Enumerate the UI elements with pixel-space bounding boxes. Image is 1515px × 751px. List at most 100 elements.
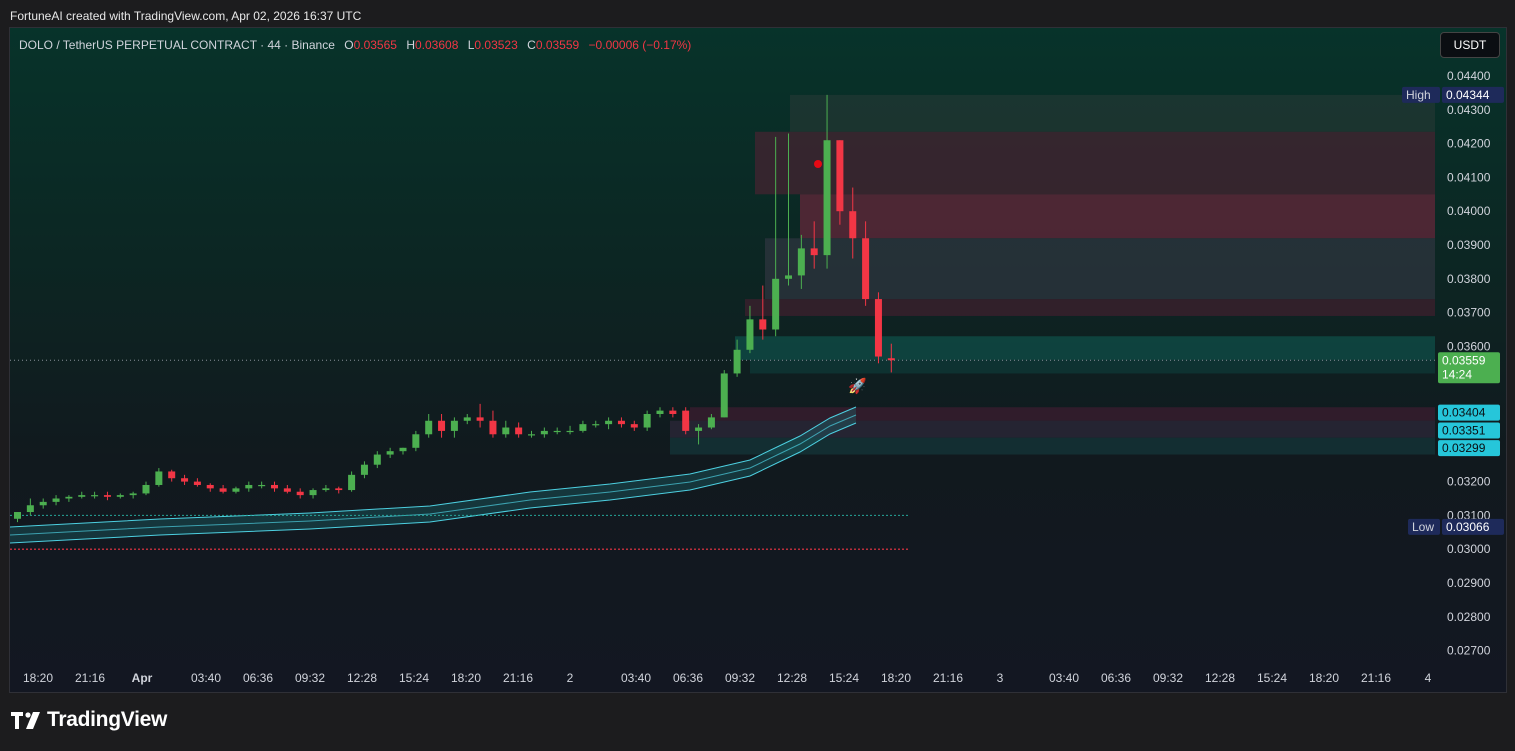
symbol-title[interactable]: DOLO / TetherUS PERPETUAL CONTRACT · 44 …	[19, 38, 335, 52]
candle-body	[823, 140, 831, 256]
level-price-tag: 0.03351	[1442, 424, 1486, 438]
candle-body	[181, 478, 189, 482]
candle-body	[502, 427, 510, 435]
y-axis-tick: 0.03800	[1447, 272, 1491, 286]
level-price-tag: 0.03299	[1442, 441, 1486, 455]
candle-body	[206, 484, 214, 489]
candle-body	[335, 488, 343, 491]
tradingview-logo[interactable]: TradingView	[11, 708, 167, 732]
ma-band-middle	[10, 414, 857, 536]
x-axis-tick: 03:40	[1049, 671, 1079, 685]
candle-body	[271, 484, 278, 489]
candle-body	[103, 495, 111, 497]
y-axis-tick: 0.04400	[1447, 69, 1491, 83]
high-tag: High	[1406, 88, 1431, 102]
candle-body	[155, 471, 163, 485]
candle-body	[348, 474, 356, 491]
candle-body	[142, 484, 150, 494]
logo-text: TradingView	[47, 708, 168, 731]
level-price-tag-bg	[1438, 404, 1500, 421]
candle-body	[772, 278, 780, 330]
last-price-bg	[1438, 352, 1500, 384]
chart-frame[interactable]: 🚀 0.04400 0.04300 0.04200 0.04100 0.04000 0.03…	[9, 27, 1507, 693]
y-axis-tick: 0.02700	[1447, 644, 1491, 658]
x-axis-tick: 18:20	[451, 671, 481, 685]
tradingview-logo-icon	[11, 711, 40, 729]
x-axis-tick: 03:40	[621, 671, 651, 685]
x-axis-tick: 12:28	[777, 671, 807, 685]
candle-body	[476, 417, 484, 421]
candle-body	[322, 488, 330, 491]
open-value: 0.03565	[353, 38, 397, 52]
candle-body	[643, 414, 651, 428]
countdown-tag: 14:24	[1442, 367, 1472, 381]
candle-body	[746, 319, 754, 350]
candle-body	[412, 434, 420, 448]
buy-rocket-icon: 🚀	[848, 377, 867, 395]
candle-body	[373, 454, 381, 465]
candle-body	[605, 420, 613, 425]
candle-body	[695, 427, 703, 431]
order-block-zone	[750, 359, 1435, 374]
candle-body	[617, 420, 625, 425]
x-axis-tick: 21:16	[75, 671, 105, 685]
low-price-tag-bg	[1442, 518, 1504, 535]
low-tag-bg	[1408, 518, 1440, 535]
close-label: C	[527, 38, 536, 52]
close-value: 0.03559	[535, 38, 580, 52]
price-chart[interactable]: 🚀 0.04400 0.04300 0.04200 0.04100 0.04000 0.03…	[10, 28, 1506, 692]
high-tag-bg	[1402, 86, 1440, 103]
candle-body	[733, 349, 741, 374]
x-axis-tick: 06:36	[243, 671, 273, 685]
x-axis-tick: 09:32	[295, 671, 325, 685]
order-block-zone	[690, 407, 1435, 421]
candle-body	[91, 495, 99, 497]
candle-body	[245, 484, 253, 489]
candle-body	[39, 501, 47, 506]
candle-body	[579, 424, 587, 431]
low-label: L	[467, 38, 475, 52]
y-axis-tick: 0.02900	[1447, 576, 1491, 590]
candle-body	[360, 464, 368, 475]
ma-band-lower	[10, 422, 857, 544]
open-label: O	[344, 38, 354, 52]
x-axis-tick: 15:24	[829, 671, 859, 685]
y-axis-tick: 0.03200	[1447, 475, 1491, 489]
candle-body	[258, 484, 266, 487]
x-axis-tick: 18:20	[1309, 671, 1339, 685]
high-price-tag: 0.04344	[1446, 88, 1490, 102]
x-axis-tick: 03:40	[191, 671, 221, 685]
high-label: H	[406, 38, 415, 52]
candle-body	[65, 496, 73, 499]
x-axis-tick: 09:32	[1153, 671, 1183, 685]
candle-body	[836, 140, 844, 212]
order-block-zone	[755, 131, 1435, 195]
ma-band-fill	[10, 407, 856, 543]
order-block-zone	[765, 238, 1435, 300]
candle-body	[129, 493, 137, 496]
order-block-zone	[670, 420, 1435, 438]
order-block-zone	[800, 194, 1435, 239]
x-axis-tick: 15:24	[399, 671, 429, 685]
last-price-tag: 0.03559	[1442, 353, 1486, 367]
x-axis-tick: 4	[1425, 671, 1432, 685]
candle-body	[592, 424, 600, 426]
x-axis-tick: Apr	[132, 671, 153, 685]
candle-body	[450, 420, 458, 431]
x-axis-tick: 12:28	[1205, 671, 1235, 685]
x-axis-tick: 09:32	[725, 671, 755, 685]
low-value: 0.03523	[474, 38, 518, 52]
candle-body	[849, 211, 857, 239]
candle-body	[656, 410, 664, 414]
candle-body	[669, 410, 677, 414]
candle-body	[759, 319, 767, 330]
candle-body	[489, 420, 497, 435]
y-axis-tick: 0.04200	[1447, 137, 1491, 151]
y-axis-tick: 0.03600	[1447, 339, 1491, 353]
currency-unit-button[interactable]: USDT	[1440, 32, 1500, 58]
credit-text: FortuneAI created with TradingView.com, …	[10, 9, 362, 23]
candle-body	[386, 451, 394, 455]
candle-body	[887, 358, 895, 361]
x-axis-tick: 15:24	[1257, 671, 1287, 685]
candle-body	[425, 420, 433, 435]
